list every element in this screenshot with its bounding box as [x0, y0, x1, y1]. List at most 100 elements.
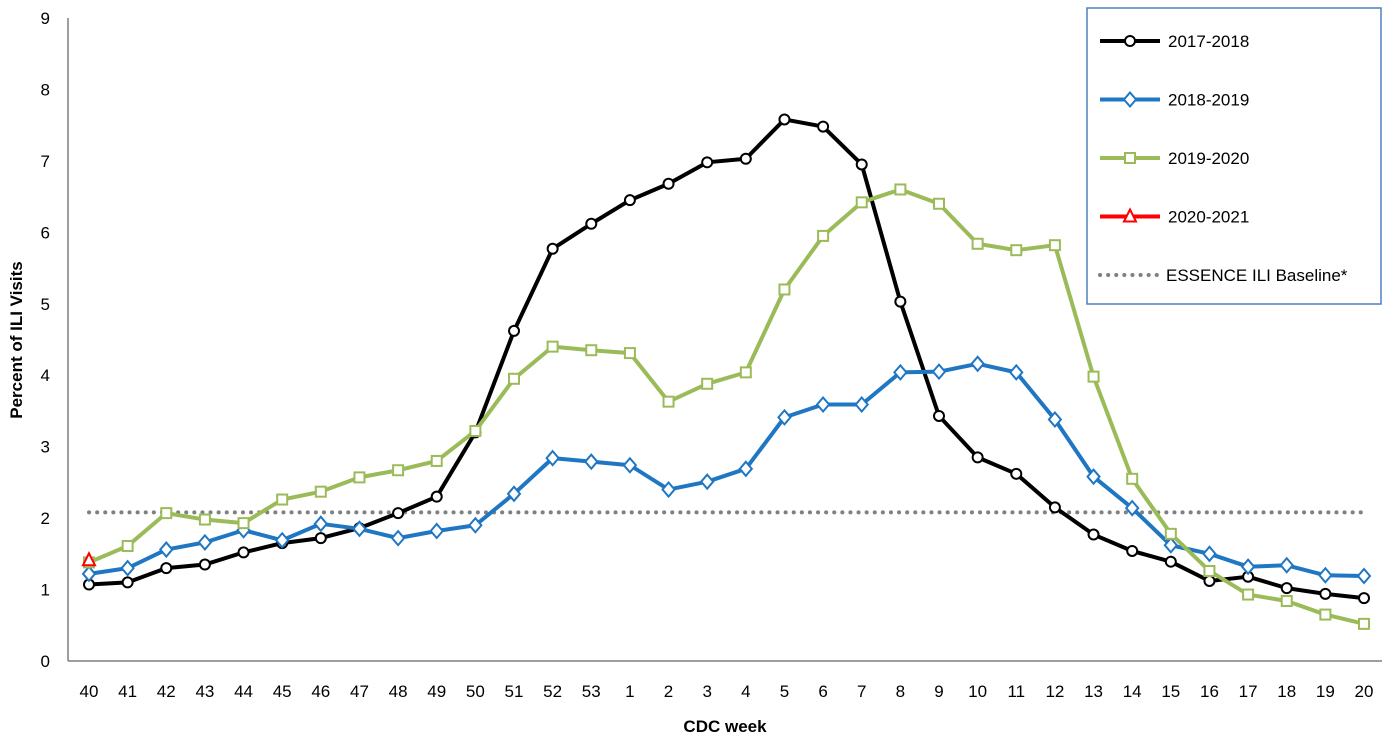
data-point: [546, 242, 559, 255]
data-point: [314, 485, 327, 498]
data-point: [931, 363, 947, 381]
x-tick-label: 3: [702, 682, 711, 701]
data-point: [1164, 527, 1177, 540]
data-point: [1279, 556, 1295, 574]
y-tick-label: 8: [41, 80, 50, 99]
data-point: [1086, 468, 1101, 486]
data-point: [352, 520, 367, 538]
legend-marker: [1122, 90, 1138, 109]
data-point: [1358, 592, 1370, 605]
data-point: [778, 113, 791, 126]
data-point: [158, 541, 174, 559]
data-point: [894, 183, 907, 196]
data-point: [933, 197, 945, 210]
x-tick-label: 19: [1316, 682, 1335, 701]
data-point: [429, 522, 445, 540]
x-tick-label: 1: [625, 682, 634, 701]
data-point: [817, 120, 830, 133]
data-point: [276, 493, 289, 506]
x-tick-labels: 40 41 42 43 44 45 46 47 48 49 50 51 52 53 1 2 3 4 5 6 7 8 9 10 1…: [80, 682, 1374, 701]
x-tick-label: 53: [582, 682, 601, 701]
data-point: [237, 546, 250, 559]
data-point: [1048, 239, 1061, 252]
y-tick-label: 0: [41, 652, 50, 671]
data-point: [583, 453, 599, 471]
x-tick-label: 13: [1084, 682, 1103, 701]
x-tick-label: 11: [1007, 682, 1025, 701]
y-tick-label: 6: [41, 223, 50, 242]
x-tick-label: 16: [1200, 682, 1219, 701]
data-point: [1087, 528, 1100, 541]
x-tick-label: 7: [857, 682, 866, 701]
x-tick-label: 47: [350, 682, 369, 701]
data-point: [1203, 564, 1216, 577]
data-point: [198, 513, 211, 526]
data-point: [1280, 594, 1293, 607]
data-point: [274, 531, 290, 549]
x-tick-label: 44: [234, 682, 253, 701]
data-point: [160, 562, 173, 575]
data-point: [392, 464, 405, 477]
x-tick-label: 50: [466, 682, 485, 701]
x-tick-label: 14: [1123, 682, 1142, 701]
data-point: [121, 539, 134, 552]
data-point: [699, 473, 715, 491]
x-tick-label: 48: [389, 682, 408, 701]
series-line: [88, 361, 1365, 578]
data-point: [854, 395, 870, 414]
x-tick-label: 52: [543, 682, 562, 701]
data-point: [585, 344, 598, 357]
x-tick-label: 42: [157, 682, 176, 701]
y-tick-label: 9: [41, 9, 50, 28]
data-point: [661, 480, 676, 499]
x-tick-label: 6: [818, 682, 827, 701]
data-point: [468, 516, 483, 534]
legend-item: 2017-2018: [1100, 32, 1249, 51]
data-point: [1319, 608, 1332, 621]
data-point: [817, 229, 830, 242]
data-point: [120, 559, 135, 577]
data-point: [1126, 472, 1139, 485]
x-tick-label: 2: [664, 682, 673, 701]
x-tick-label: 51: [505, 682, 524, 701]
data-point: [1087, 370, 1100, 383]
data-point: [430, 490, 443, 503]
y-tick-label: 4: [41, 366, 50, 385]
series-2017-2018: [83, 113, 1370, 605]
x-tick-label: 4: [741, 682, 750, 701]
legend-item: 2019-2020: [1100, 149, 1249, 168]
data-point: [894, 295, 907, 308]
data-point: [701, 156, 714, 169]
legend-item: 2020-2021: [1100, 207, 1249, 227]
x-tick-label: 15: [1161, 682, 1180, 701]
data-point: [1048, 501, 1061, 514]
data-point: [585, 217, 598, 230]
x-tick-label: 43: [195, 682, 214, 701]
data-point: [237, 517, 250, 530]
x-axis-title: CDC week: [683, 717, 767, 736]
x-tick-label: 18: [1277, 682, 1296, 701]
y-tick-label: 7: [41, 152, 50, 171]
data-point: [777, 408, 792, 426]
legend-item: ESSENCE ILI Baseline*: [1098, 266, 1348, 285]
x-tick-label: 41: [118, 682, 137, 701]
y-tick-label: 2: [41, 509, 50, 528]
data-point: [545, 449, 560, 467]
series-2019-2020: [83, 183, 1370, 630]
data-point: [738, 460, 754, 478]
data-point: [739, 366, 752, 379]
data-point: [1008, 363, 1024, 381]
data-point: [1319, 587, 1332, 600]
series-line: [88, 187, 1365, 626]
data-point: [971, 237, 984, 250]
y-axis-title: Percent of ILI Visits: [7, 261, 26, 418]
x-tick-label: 5: [780, 682, 789, 701]
x-tick-label: 20: [1355, 682, 1374, 701]
legend-label: 2018-2019: [1168, 91, 1249, 110]
legend-label: ESSENCE ILI Baseline*: [1166, 266, 1348, 285]
data-point: [314, 532, 327, 545]
data-point: [508, 372, 520, 385]
data-point: [971, 451, 984, 464]
data-point: [1358, 617, 1370, 630]
legend-marker: [1124, 35, 1136, 47]
